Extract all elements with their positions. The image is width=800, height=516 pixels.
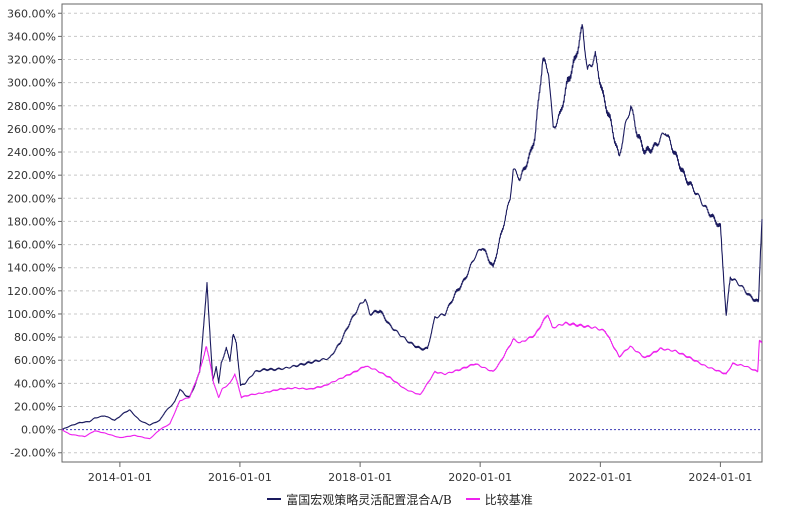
y-tick-label: 80.00% — [14, 331, 56, 344]
y-tick-label: 120.00% — [7, 285, 56, 298]
x-tick-label: 2020-01-01 — [448, 471, 512, 484]
x-tick-label: 2016-01-01 — [208, 471, 272, 484]
legend-swatch-benchmark — [465, 498, 480, 500]
plot-area — [61, 3, 763, 463]
y-tick-label: 40.00% — [14, 377, 56, 390]
y-tick-label: -20.00% — [10, 447, 56, 460]
y-tick-label: 260.00% — [7, 123, 56, 136]
x-tick-label: 2022-01-01 — [568, 471, 632, 484]
series-line-fund — [61, 23, 763, 431]
y-tick-label: 160.00% — [7, 239, 56, 252]
y-tick-label: 240.00% — [7, 146, 56, 159]
legend-item-benchmark: 比较基准 — [465, 491, 533, 508]
y-tick-label: 360.00% — [7, 7, 56, 20]
legend-swatch-fund — [267, 498, 282, 500]
x-tick-label: 2014-01-01 — [88, 471, 152, 484]
legend-label-benchmark: 比较基准 — [484, 492, 533, 507]
y-tick-label: 140.00% — [7, 262, 56, 275]
legend-item-fund: 富国宏观策略灵活配置混合A/B — [267, 491, 452, 508]
chart-legend: 富国宏观策略灵活配置混合A/B 比较基准 — [0, 489, 800, 509]
legend-label-fund: 富国宏观策略灵活配置混合A/B — [286, 492, 452, 507]
y-tick-label: 20.00% — [14, 400, 56, 413]
y-tick-label: 0.00% — [21, 424, 56, 437]
y-tick-label: 200.00% — [7, 192, 56, 205]
y-tick-label: 340.00% — [7, 30, 56, 43]
y-tick-label: 300.00% — [7, 77, 56, 90]
y-tick-label: 100.00% — [7, 308, 56, 321]
y-tick-label: 180.00% — [7, 215, 56, 228]
y-tick-label: 220.00% — [7, 169, 56, 182]
y-tick-label: 320.00% — [7, 54, 56, 67]
x-tick-label: 2018-01-01 — [328, 471, 392, 484]
y-tick-label: 280.00% — [7, 100, 56, 113]
series-line-benchmark — [61, 314, 763, 440]
x-tick-label: 2024-01-01 — [688, 471, 752, 484]
y-tick-label: 60.00% — [14, 354, 56, 367]
